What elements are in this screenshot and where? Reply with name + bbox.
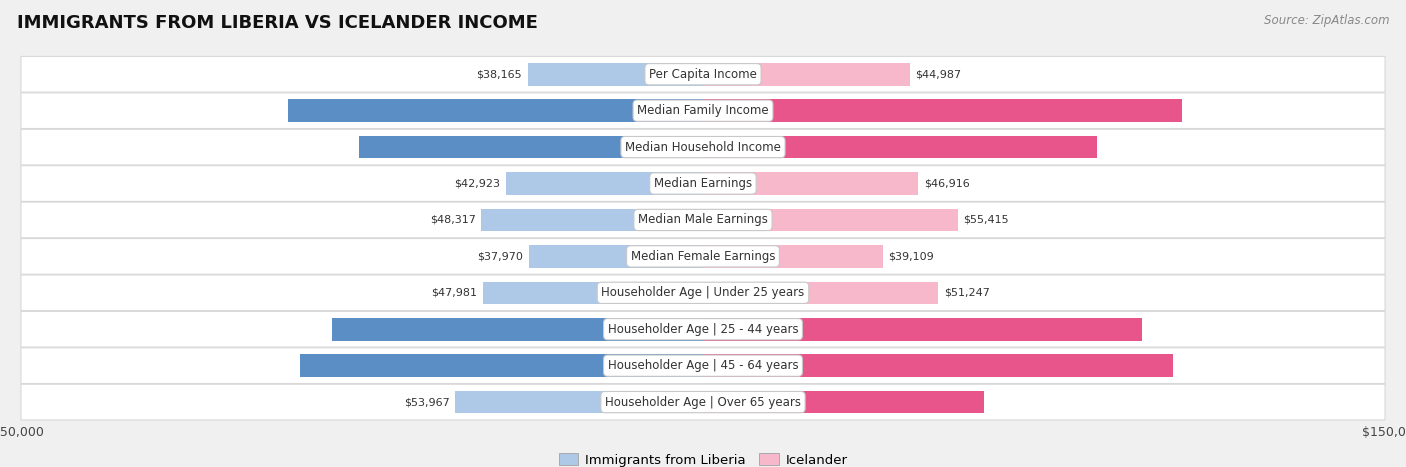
Text: Median Female Earnings: Median Female Earnings (631, 250, 775, 263)
Text: $61,270: $61,270 (664, 397, 714, 407)
Bar (529, 245, 703, 268)
Text: $46,916: $46,916 (924, 178, 970, 189)
Text: Per Capita Income: Per Capita Income (650, 68, 756, 81)
Bar (703, 99, 1182, 122)
FancyBboxPatch shape (21, 384, 1385, 420)
FancyBboxPatch shape (21, 129, 1385, 165)
Text: $74,896: $74,896 (689, 142, 741, 152)
FancyBboxPatch shape (21, 166, 1385, 201)
Bar (482, 282, 703, 304)
Bar (288, 99, 703, 122)
Text: $104,282: $104,282 (664, 106, 723, 116)
Text: Median Household Income: Median Household Income (626, 141, 780, 154)
Text: $48,317: $48,317 (430, 215, 475, 225)
Text: $90,450: $90,450 (686, 106, 737, 116)
Text: Householder Age | 45 - 64 years: Householder Age | 45 - 64 years (607, 359, 799, 372)
Text: $102,261: $102,261 (664, 361, 721, 371)
Bar (456, 391, 703, 413)
Bar (703, 354, 1173, 377)
Text: Median Earnings: Median Earnings (654, 177, 752, 190)
Text: $42,923: $42,923 (454, 178, 501, 189)
Bar (703, 63, 910, 85)
Bar (703, 209, 957, 231)
Text: Median Male Earnings: Median Male Earnings (638, 213, 768, 226)
Text: $80,863: $80,863 (688, 324, 738, 334)
Text: Median Family Income: Median Family Income (637, 104, 769, 117)
Bar (703, 318, 1142, 340)
FancyBboxPatch shape (21, 239, 1385, 274)
Text: $85,797: $85,797 (668, 142, 718, 152)
Text: $55,415: $55,415 (963, 215, 1008, 225)
Text: $87,739: $87,739 (688, 361, 738, 371)
FancyBboxPatch shape (21, 311, 1385, 347)
Bar (703, 391, 984, 413)
Text: $37,970: $37,970 (477, 251, 523, 262)
FancyBboxPatch shape (21, 202, 1385, 238)
Text: Householder Age | 25 - 44 years: Householder Age | 25 - 44 years (607, 323, 799, 336)
Text: $39,109: $39,109 (889, 251, 934, 262)
Text: $53,967: $53,967 (404, 397, 450, 407)
Text: $95,560: $95,560 (669, 324, 720, 334)
Text: Source: ZipAtlas.com: Source: ZipAtlas.com (1264, 14, 1389, 27)
Text: Householder Age | Over 65 years: Householder Age | Over 65 years (605, 396, 801, 409)
Text: Householder Age | Under 25 years: Householder Age | Under 25 years (602, 286, 804, 299)
FancyBboxPatch shape (21, 93, 1385, 128)
Legend: Immigrants from Liberia, Icelander: Immigrants from Liberia, Icelander (554, 448, 852, 467)
FancyBboxPatch shape (21, 57, 1385, 92)
Bar (703, 172, 918, 195)
Bar (527, 63, 703, 85)
Bar (481, 209, 703, 231)
Bar (332, 318, 703, 340)
FancyBboxPatch shape (21, 275, 1385, 311)
Bar (703, 245, 883, 268)
Bar (703, 282, 938, 304)
Bar (506, 172, 703, 195)
Text: $38,165: $38,165 (477, 69, 522, 79)
Text: $47,981: $47,981 (432, 288, 477, 298)
Text: $44,987: $44,987 (915, 69, 962, 79)
FancyBboxPatch shape (21, 348, 1385, 383)
Bar (703, 136, 1097, 158)
Bar (299, 354, 703, 377)
Text: $51,247: $51,247 (943, 288, 990, 298)
Bar (359, 136, 703, 158)
Text: IMMIGRANTS FROM LIBERIA VS ICELANDER INCOME: IMMIGRANTS FROM LIBERIA VS ICELANDER INC… (17, 14, 537, 32)
